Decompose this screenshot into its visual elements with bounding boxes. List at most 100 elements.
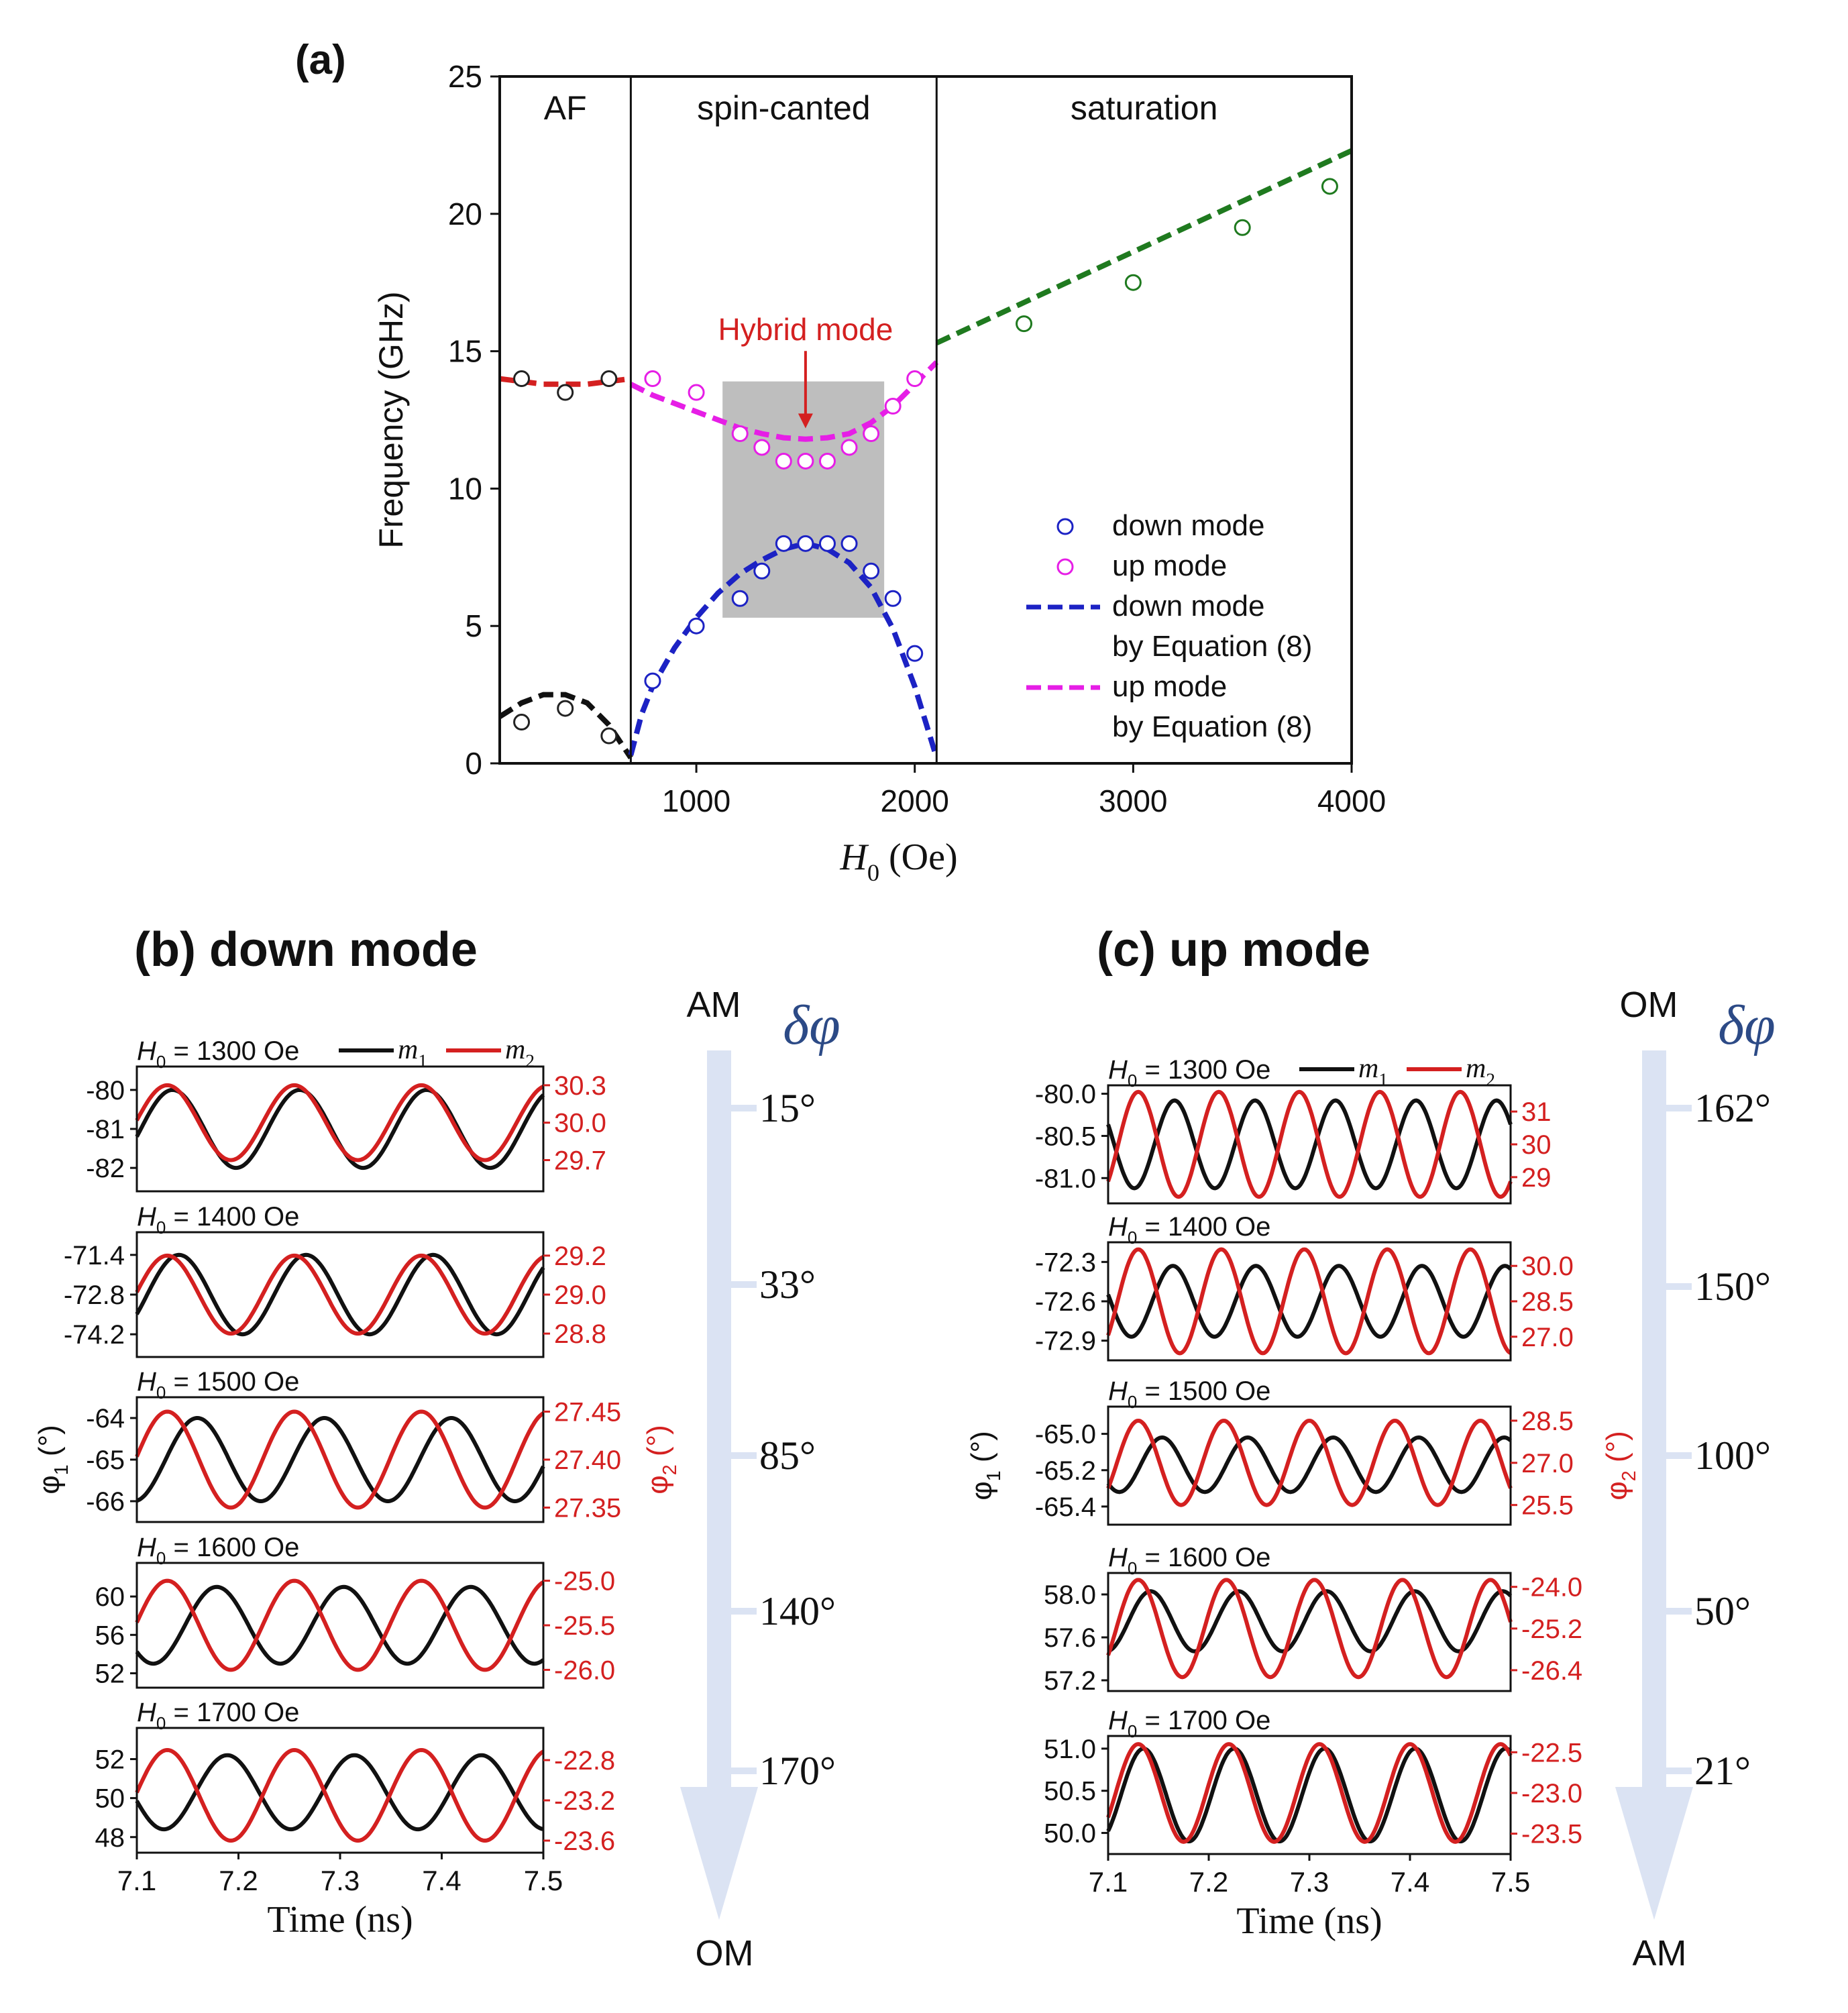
field-label-4-main: H (1108, 1706, 1128, 1735)
data-point-1-2 (600, 370, 618, 388)
legend-marker-1 (1056, 558, 1074, 576)
x-tick-label-1: 2000 (881, 783, 949, 818)
y-tick-label-4: 20 (448, 197, 482, 231)
m2-wave-4 (135, 1747, 545, 1843)
field-label-1-sub: 0 (1128, 1228, 1137, 1248)
legend-m2-label: m2 (1466, 1053, 1495, 1090)
phi1-axis-label-sub: 1 (983, 1470, 1005, 1481)
data-point-3-6 (818, 535, 836, 552)
m1-wave-3 (1107, 1589, 1513, 1653)
data-point-4-3 (1321, 178, 1338, 195)
field-label-3-tail: = 1600 Oe (1137, 1543, 1270, 1572)
phi2-axis-label-sub: 2 (1619, 1470, 1640, 1481)
left-tick-label-3-2: 52 (95, 1660, 125, 1689)
right-tick-label-0-1: 30.0 (554, 1109, 606, 1138)
y-tick-label-2: 10 (448, 471, 482, 506)
y-tick-label-0: 0 (465, 746, 482, 781)
region-label-2: saturation (1071, 89, 1218, 127)
field-label-0: H0 = 1300 Oe (137, 1036, 299, 1072)
delta-phi-arrow-shaft (1642, 1050, 1666, 1787)
data-point-2-4 (775, 452, 792, 470)
m1-wave-4 (135, 1753, 544, 1832)
m1-wave-3 (135, 1584, 545, 1666)
time-tick-label-0: 7.1 (1089, 1866, 1128, 1898)
left-tick-label-3-0: 58.0 (1044, 1580, 1096, 1610)
left-tick-label-4-1: 50 (95, 1784, 125, 1814)
x-axis-label-sub: 0 (867, 859, 879, 886)
data-point-3-7 (840, 535, 858, 552)
right-tick-label-4-1: -23.2 (554, 1786, 615, 1816)
phi2-axis-label-main: φ (641, 1475, 674, 1494)
angle-label-1: 150° (1694, 1264, 1771, 1309)
field-label-1: H0 = 1400 Oe (137, 1202, 299, 1238)
legend-label-0: down mode (1112, 509, 1264, 542)
m2-wave-2 (135, 1409, 545, 1510)
left-tick-label-0-0: -80 (86, 1076, 125, 1105)
left-tick-label-4-0: 52 (95, 1745, 125, 1775)
field-label-0-sub: 0 (156, 1052, 166, 1072)
angle-label-1: 33° (759, 1262, 816, 1307)
right-tick-label-0-1: 30 (1521, 1130, 1552, 1160)
field-label-2-tail: = 1500 Oe (166, 1367, 299, 1397)
x-axis-label-tail: (Oe) (879, 836, 958, 878)
field-label-0: H0 = 1300 Oe (1108, 1055, 1270, 1091)
legend-marker-0 (1056, 518, 1074, 535)
angle-label-4: 21° (1694, 1749, 1751, 1793)
arrow-top-label: OM (1620, 985, 1678, 1025)
legend-label2-3: by Equation (8) (1112, 710, 1312, 743)
left-tick-label-4-2: 50.0 (1044, 1819, 1096, 1849)
left-tick-label-1-1: -72.8 (64, 1281, 125, 1310)
right-tick-label-4-2: -23.6 (554, 1827, 615, 1856)
y-tick-label-3: 15 (448, 334, 482, 369)
data-point-2-6 (818, 452, 836, 470)
y-axis-label: Frequency (GHz) (372, 291, 410, 548)
phi1-axis-label-sub: 1 (51, 1464, 72, 1475)
left-tick-label-4-2: 48 (95, 1823, 125, 1853)
phi2-axis-label-main: φ (1600, 1481, 1633, 1501)
data-point-2-2 (731, 425, 749, 442)
data-point-2-0 (644, 370, 661, 388)
right-tick-label-0-0: 30.3 (554, 1071, 606, 1101)
legend-label-1: up mode (1112, 549, 1227, 582)
field-label-3-sub: 0 (1128, 1558, 1137, 1578)
left-tick-label-3-1: 56 (95, 1621, 125, 1650)
right-tick-label-4-0: -22.5 (1521, 1738, 1582, 1767)
left-tick-label-4-0: 51.0 (1044, 1735, 1096, 1764)
data-point-3-9 (884, 590, 902, 607)
legend-m2-label-main: m (505, 1034, 525, 1065)
time-axis-label: Time (ns) (267, 1899, 413, 1941)
time-tick-label-2: 7.3 (1290, 1866, 1329, 1898)
plot-frame-a (498, 75, 1353, 765)
x-tick-label-3: 4000 (1317, 783, 1386, 818)
right-tick-label-1-0: 29.2 (554, 1242, 606, 1271)
data-point-0-1 (557, 700, 574, 717)
right-tick-label-1-2: 28.8 (554, 1319, 606, 1349)
right-tick-label-3-0: -25.0 (554, 1567, 615, 1596)
field-label-2: H0 = 1500 Oe (137, 1367, 299, 1403)
m1-wave-0 (1106, 1098, 1513, 1191)
angle-label-0: 15° (759, 1086, 816, 1130)
m1-wave-1 (135, 1252, 545, 1337)
phi2-axis-label-tail: (°) (1600, 1431, 1633, 1470)
panel-c-title: (c) up mode (1097, 923, 1370, 977)
hybrid-mode-label: Hybrid mode (718, 312, 893, 347)
subplot-frame-3 (1107, 1572, 1512, 1692)
delta-phi-arrow-head (680, 1787, 758, 1920)
y-tick-label-5: 25 (448, 59, 482, 94)
time-tick-label-3: 7.4 (422, 1865, 461, 1896)
right-tick-label-0-2: 29 (1521, 1163, 1552, 1193)
region-label-1: spin-canted (697, 89, 871, 127)
angle-label-2: 100° (1694, 1433, 1771, 1478)
y-tick-label-1: 5 (465, 608, 482, 643)
data-point-0-2 (600, 727, 618, 745)
time-tick-label-2: 7.3 (321, 1865, 360, 1896)
phi2-axis-label-sub: 2 (659, 1464, 681, 1475)
data-point-4-2 (1234, 219, 1251, 236)
legend-m1-label-main: m (398, 1034, 418, 1065)
field-label-4-tail: = 1700 Oe (166, 1698, 299, 1727)
m2-wave-4 (1106, 1742, 1513, 1844)
fit-line-4 (935, 148, 1353, 345)
field-label-4: H0 = 1700 Oe (137, 1698, 299, 1733)
